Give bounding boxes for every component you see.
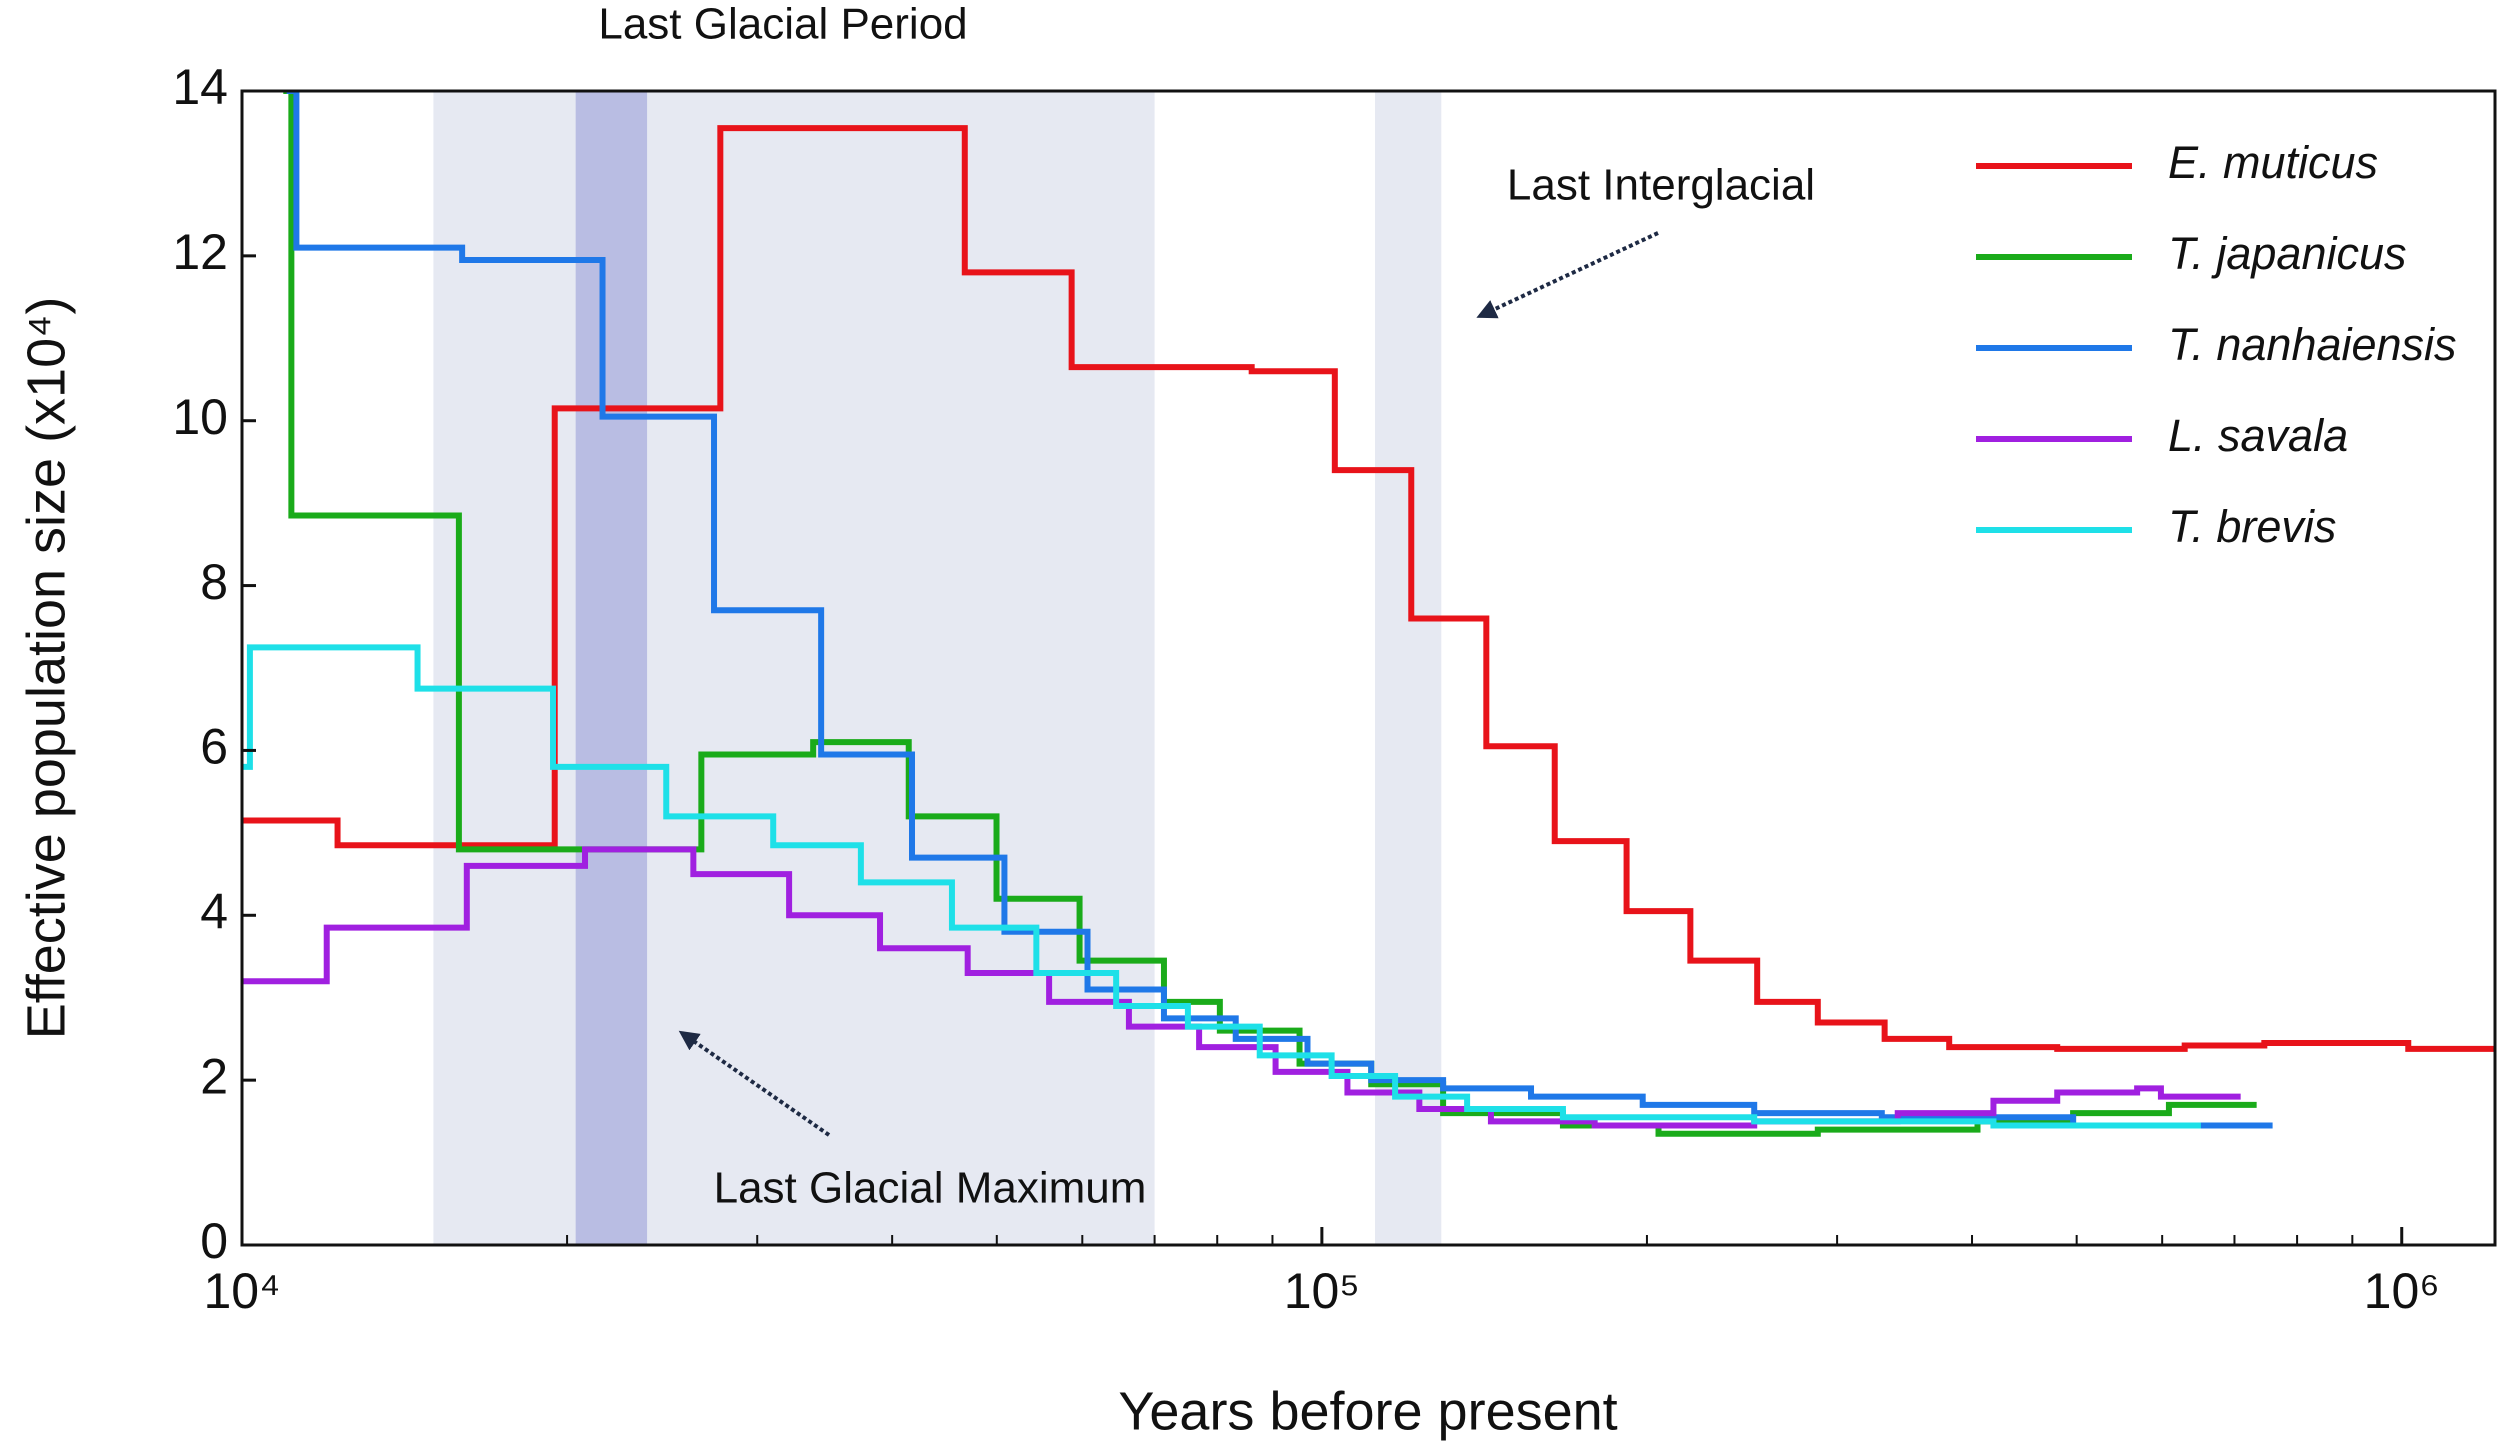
shaded-region	[575, 91, 648, 1245]
y-tick-label: 10	[172, 389, 228, 445]
annotation-arrow	[678, 1030, 831, 1137]
y-tick-label: 4	[200, 883, 228, 939]
axes: 0 2 4 6 8 10 12 14 10⁴ 10⁵ 10⁶	[172, 59, 2497, 1319]
y-tick-label: 8	[200, 554, 228, 610]
series-line	[242, 846, 2241, 1129]
y-tick-label: 0	[200, 1213, 228, 1269]
y-tick-label: 6	[200, 719, 228, 775]
y-tick-label: 2	[200, 1048, 228, 1104]
series-line	[242, 644, 2201, 1129]
annotation: Last Glacial Maximum	[714, 1164, 1147, 1213]
shaded-region	[1375, 91, 1442, 1245]
shaded-region	[433, 91, 1155, 1245]
y-tick-label: 12	[172, 224, 228, 280]
legend: E. muticus T. japanicus T. nanhaiensis L. s…	[1976, 137, 2457, 552]
x-tick-label: 10⁶	[2364, 1263, 2440, 1319]
legend-label: T. japanicus	[2168, 228, 2407, 279]
legend-label: T. nanhaiensis	[2168, 319, 2457, 370]
annotation: Last Interglacial	[1507, 161, 1815, 210]
x-axis-label: Years before present	[1118, 1381, 1617, 1441]
y-tick-label: 14	[172, 59, 228, 115]
series-line	[286, 91, 2273, 1129]
plot-lines	[242, 91, 2495, 1137]
series-line	[242, 125, 2495, 1052]
legend-label: L. savala	[2168, 410, 2348, 461]
annotation: Last Glacial Period	[598, 0, 967, 49]
legend-label: E. muticus	[2168, 137, 2378, 188]
x-tick-label: 10⁵	[1284, 1263, 1360, 1319]
plot-frame	[240, 89, 2497, 1247]
y-axis-label: Effective population size (x10⁴)	[16, 297, 76, 1040]
x-tick-label: 10⁴	[203, 1263, 280, 1319]
legend-label: T. brevis	[2168, 501, 2336, 552]
annotation-arrow	[1476, 231, 1659, 319]
